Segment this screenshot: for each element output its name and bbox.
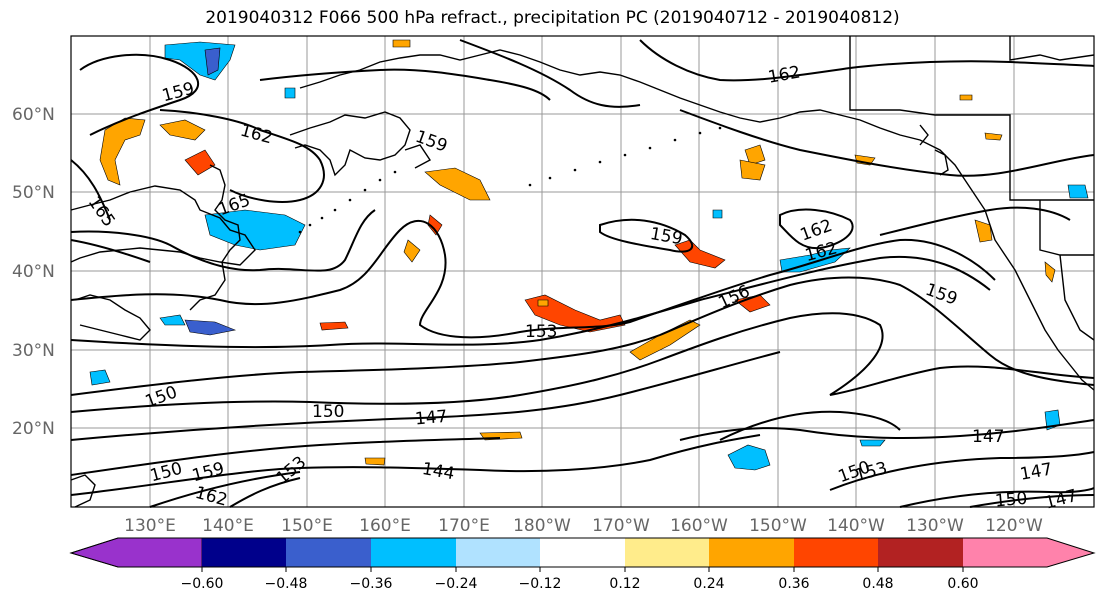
colorbar-label: 0.24 bbox=[693, 576, 724, 592]
colorbar-cell bbox=[286, 538, 371, 567]
colorbar-label: −0.48 bbox=[265, 576, 308, 592]
colorbar-label: 0.36 bbox=[778, 576, 809, 592]
contour-label: 147 bbox=[414, 407, 448, 430]
lon-label: 130°E bbox=[124, 516, 176, 536]
figure-title: 2019040312 F066 500 hPa refract., precip… bbox=[205, 8, 900, 28]
colorbar-label: 0.60 bbox=[947, 576, 978, 592]
colorbar-cell bbox=[456, 538, 540, 567]
colorbar-cell bbox=[878, 538, 963, 567]
lat-label: 60°N bbox=[12, 105, 55, 125]
colorbar-label: −0.36 bbox=[350, 576, 393, 592]
contour-label: 153 bbox=[525, 322, 557, 342]
precip-positive-patches bbox=[99, 39, 1056, 466]
lat-label: 20°N bbox=[12, 419, 55, 439]
colorbar-cell bbox=[371, 538, 456, 567]
longitude-labels: 130°E 140°E 150°E 160°E 170°E 180°W 170°… bbox=[124, 516, 1043, 536]
lon-label: 180°W bbox=[513, 516, 571, 536]
lat-label: 30°N bbox=[12, 341, 55, 361]
lon-label: 140°W bbox=[827, 516, 885, 536]
coastlines bbox=[70, 36, 1095, 508]
lon-label: 150°E bbox=[281, 516, 333, 536]
lon-label: 170°W bbox=[592, 516, 650, 536]
colorbar-ticks bbox=[201, 567, 964, 572]
colorbar-cell bbox=[69, 537, 203, 568]
colorbar: −0.60 −0.48 −0.36 −0.24 −0.12 0.12 0.24 … bbox=[69, 537, 1096, 592]
lat-label: 50°N bbox=[12, 183, 55, 203]
colorbar-cell bbox=[963, 538, 1094, 567]
lon-label: 170°E bbox=[438, 516, 490, 536]
colorbar-cell bbox=[625, 538, 709, 567]
colorbar-label: 0.12 bbox=[609, 576, 640, 592]
latitude-labels: 60°N 50°N 40°N 30°N 20°N bbox=[12, 105, 55, 439]
colorbar-label: −0.12 bbox=[519, 576, 562, 592]
colorbar-label: −0.24 bbox=[435, 576, 478, 592]
lon-label: 130°W bbox=[906, 516, 964, 536]
lon-label: 140°E bbox=[202, 516, 254, 536]
colorbar-cell bbox=[709, 538, 794, 567]
contour-label: 147 bbox=[972, 427, 1004, 447]
lon-label: 120°W bbox=[985, 516, 1043, 536]
island-chain bbox=[298, 126, 722, 234]
precip-negative-patches bbox=[89, 41, 1089, 471]
lon-label: 160°E bbox=[359, 516, 411, 536]
contour-label: 150 bbox=[312, 402, 344, 422]
colorbar-label: −0.60 bbox=[181, 576, 224, 592]
colorbar-cell bbox=[794, 538, 878, 567]
contour-label: 150 bbox=[994, 489, 1028, 512]
lon-label: 160°W bbox=[670, 516, 728, 536]
colorbar-label: 0.48 bbox=[862, 576, 893, 592]
colorbar-cell bbox=[540, 538, 625, 567]
colorbar-outline bbox=[69, 537, 1096, 568]
lat-label: 40°N bbox=[12, 262, 55, 282]
refractivity-contours bbox=[70, 39, 1095, 508]
map-frame bbox=[70, 35, 1095, 508]
colorbar-cell bbox=[202, 538, 286, 567]
lon-label: 150°W bbox=[749, 516, 807, 536]
